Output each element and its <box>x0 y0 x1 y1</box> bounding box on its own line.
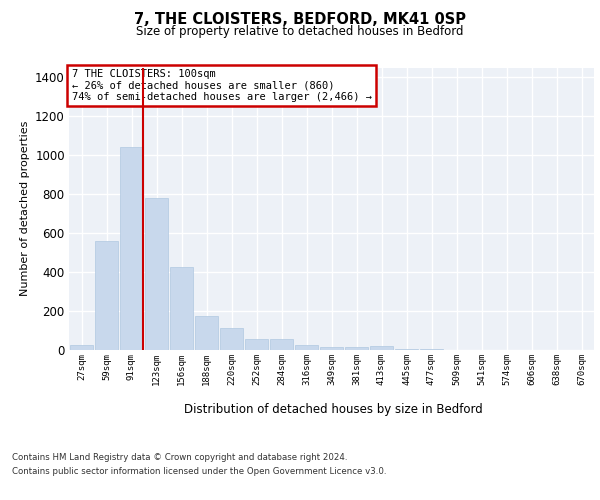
Bar <box>95 241 118 350</box>
Bar <box>395 349 418 350</box>
Text: 7, THE CLOISTERS, BEDFORD, MK41 0SP: 7, THE CLOISTERS, BEDFORD, MK41 0SP <box>134 12 466 28</box>
Bar <box>220 328 243 350</box>
Bar <box>245 338 268 350</box>
Bar <box>295 344 318 350</box>
Text: Contains HM Land Registry data © Crown copyright and database right 2024.: Contains HM Land Registry data © Crown c… <box>12 452 347 462</box>
Bar <box>195 316 218 350</box>
Bar <box>420 349 443 350</box>
Bar <box>70 344 93 350</box>
Bar <box>120 148 143 350</box>
Bar <box>270 338 293 350</box>
Bar <box>370 346 393 350</box>
Text: Contains public sector information licensed under the Open Government Licence v3: Contains public sector information licen… <box>12 468 386 476</box>
Text: Distribution of detached houses by size in Bedford: Distribution of detached houses by size … <box>184 402 482 415</box>
Y-axis label: Number of detached properties: Number of detached properties <box>20 121 29 296</box>
Bar <box>170 267 193 350</box>
Bar <box>345 347 368 350</box>
Text: Size of property relative to detached houses in Bedford: Size of property relative to detached ho… <box>136 25 464 38</box>
Bar <box>320 347 343 350</box>
Bar <box>145 198 168 350</box>
Text: 7 THE CLOISTERS: 100sqm
← 26% of detached houses are smaller (860)
74% of semi-d: 7 THE CLOISTERS: 100sqm ← 26% of detache… <box>71 69 371 102</box>
